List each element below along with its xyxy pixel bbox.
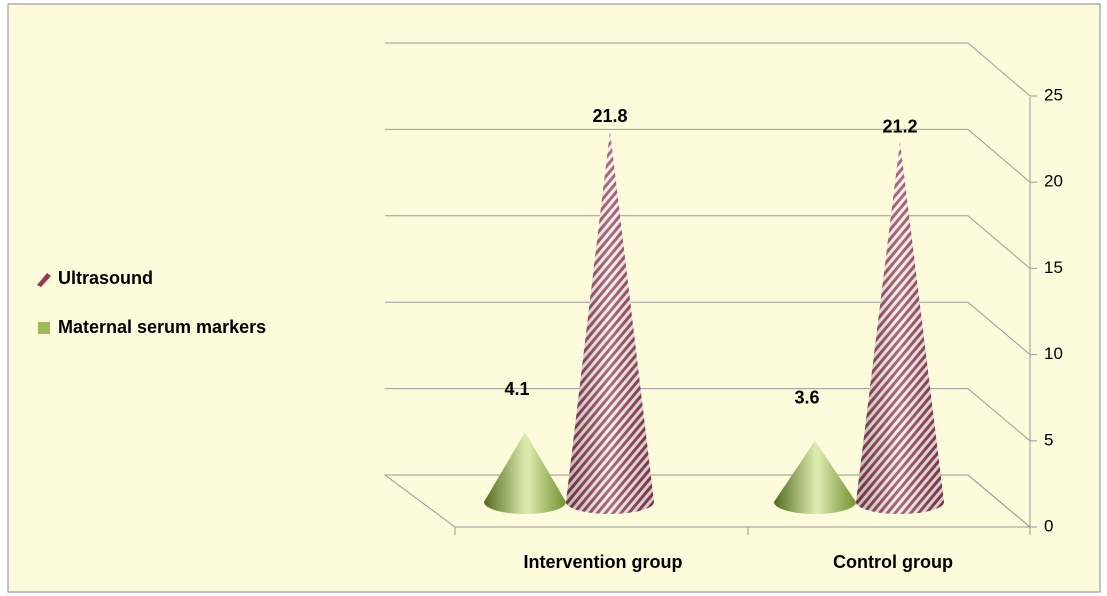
- legend-label: Ultrasound: [58, 268, 153, 288]
- cone-shade: [566, 131, 654, 514]
- y-tick-label: 5: [1044, 430, 1053, 449]
- data-label: 4.1: [504, 379, 529, 399]
- grid-line-side: [967, 42, 1031, 97]
- data-label: 21.2: [882, 116, 917, 136]
- cone-shade: [856, 141, 944, 514]
- data-label: 3.6: [794, 388, 819, 408]
- cone-shade: [774, 440, 856, 514]
- y-tick-label: 15: [1044, 258, 1063, 277]
- grid-line-side: [967, 129, 1031, 183]
- legend-swatch: [38, 322, 50, 334]
- legend-swatch: [37, 273, 51, 287]
- data-label: 21.8: [592, 106, 627, 126]
- grid-line-side: [967, 388, 1031, 442]
- grid-line-side: [967, 301, 1031, 355]
- x-tick-label: Intervention group: [524, 552, 683, 572]
- y-tick-label: 10: [1044, 344, 1063, 363]
- legend-label: Maternal serum markers: [58, 317, 266, 337]
- y-tick-label: 25: [1044, 85, 1063, 104]
- grid-line-side: [967, 215, 1031, 269]
- grid-line-side: [967, 474, 1031, 528]
- y-tick-label: 0: [1044, 516, 1053, 535]
- x-tick-label: Control group: [833, 552, 953, 572]
- y-tick-label: 20: [1044, 172, 1063, 191]
- cone-shade: [484, 432, 566, 514]
